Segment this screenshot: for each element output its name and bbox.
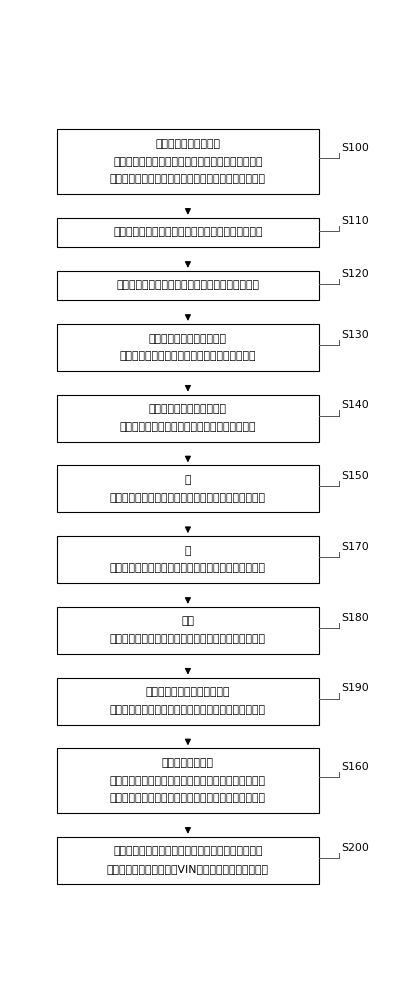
Text: S200: S200: [342, 843, 370, 853]
Text: 压力值、出风口温度和冷媒透光率判断汽车空调是否正: 压力值、出风口温度和冷媒透光率判断汽车空调是否正: [110, 776, 266, 786]
Text: 根据环境温度阈值判断汽车内的环境温度是否正常: 根据环境温度阈值判断汽车内的环境温度是否正常: [117, 280, 259, 290]
Text: 常: 常: [184, 475, 191, 485]
Bar: [57, 129, 319, 194]
Bar: [57, 678, 319, 725]
Text: S140: S140: [342, 400, 369, 410]
Bar: [57, 395, 319, 442]
Text: 根据第二节点压力值的动态值，判断是否出现高压快速: 根据第二节点压力值的动态值，判断是否出现高压快速: [110, 634, 266, 644]
Text: 压力值、冷媒投光、冷媒浓度、汽车内的环境温度、: 压力值、冷媒投光、冷媒浓度、汽车内的环境温度、: [113, 157, 263, 167]
Text: 常并得到诊断结果: 常并得到诊断结果: [162, 758, 214, 768]
Bar: [57, 324, 319, 371]
Text: 获取汽车空调冷媒回路中的第一节点压力值、第二节点: 获取汽车空调冷媒回路中的第一节点压力值、第二节点: [110, 174, 266, 184]
Text: 车车辆识别代号连接配件数据库，搜索汽车空调配件: 车车辆识别代号连接配件数据库，搜索汽车空调配件: [113, 846, 263, 856]
Bar: [57, 536, 319, 583]
Bar: [57, 748, 319, 813]
Text: 根据第二节点压力阈值判断汽车空调冷媒回路中: 根据第二节点压力阈值判断汽车空调冷媒回路中: [120, 422, 256, 432]
Text: 获取汽车车辆识别代号（VIN码），根据诊断结果和汽: 获取汽车车辆识别代号（VIN码），根据诊断结果和汽: [107, 864, 269, 874]
Bar: [57, 218, 319, 247]
Text: 判断是否出现压力差慢速变化: 判断是否出现压力差慢速变化: [146, 687, 230, 697]
Text: 根据冷媒浓度、环境温度、第一节点压力值、第二节点: 根据冷媒浓度、环境温度、第一节点压力值、第二节点: [110, 793, 266, 803]
Text: 根据出风口温度阈值判断汽车空调的出风口温度是否正: 根据出风口温度阈值判断汽车空调的出风口温度是否正: [110, 493, 266, 503]
Text: 根据冷媒浓度阈值判断汽车空调的冷媒浓度是否正常: 根据冷媒浓度阈值判断汽车空调的冷媒浓度是否正常: [113, 227, 263, 237]
Text: 汽车空调的出风口温度: 汽车空调的出风口温度: [155, 139, 220, 149]
Text: 的第一节点压力值是否正常: 的第一节点压力值是否正常: [149, 334, 227, 344]
Text: 的第二节点压力值是否正常: 的第二节点压力值是否正常: [149, 404, 227, 414]
Text: S170: S170: [342, 542, 369, 552]
Text: S120: S120: [342, 269, 369, 279]
Text: S160: S160: [342, 762, 369, 772]
Text: S100: S100: [342, 143, 370, 153]
Text: S180: S180: [342, 613, 369, 623]
Text: 抖动: 抖动: [182, 616, 194, 626]
Bar: [57, 837, 319, 884]
Text: S110: S110: [342, 216, 369, 226]
Text: S190: S190: [342, 683, 369, 693]
Text: 根据冷媒透光率阈值判断汽车空调的冷媒透光率是否正: 根据冷媒透光率阈值判断汽车空调的冷媒透光率是否正: [110, 563, 266, 573]
Bar: [57, 465, 319, 512]
Bar: [57, 271, 319, 300]
Text: 将第二节点压力值减去第一节点压力值得到压力差值，: 将第二节点压力值减去第一节点压力值得到压力差值，: [110, 705, 266, 715]
Text: 根据第一节点压力阈值判断汽车空调冷媒回路中: 根据第一节点压力阈值判断汽车空调冷媒回路中: [120, 351, 256, 361]
Text: 常: 常: [184, 546, 191, 556]
Text: S130: S130: [342, 330, 369, 340]
Text: S150: S150: [342, 471, 369, 481]
Bar: [57, 607, 319, 654]
